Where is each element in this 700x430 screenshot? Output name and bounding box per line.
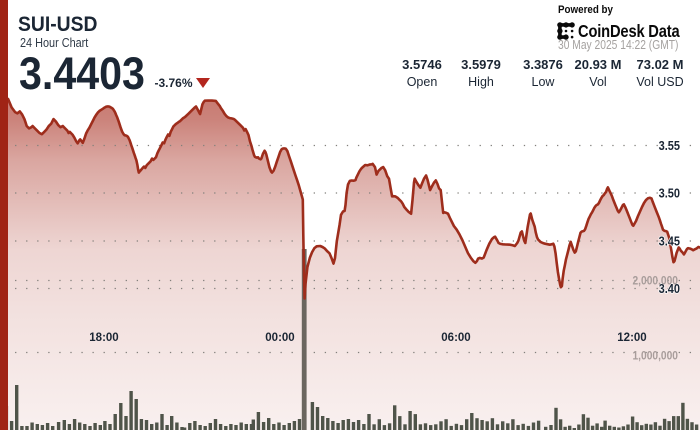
svg-text:1,000,000: 1,000,000 bbox=[633, 351, 679, 363]
svg-text:06:00: 06:00 bbox=[441, 332, 470, 344]
svg-text:3.40: 3.40 bbox=[659, 282, 680, 296]
svg-text:3.55: 3.55 bbox=[659, 139, 680, 153]
svg-text:18:00: 18:00 bbox=[89, 332, 118, 344]
svg-text:2,000,000: 2,000,000 bbox=[633, 276, 679, 288]
svg-text:3.45: 3.45 bbox=[659, 235, 680, 249]
svg-text:12:00: 12:00 bbox=[617, 332, 646, 344]
svg-text:00:00: 00:00 bbox=[265, 332, 294, 344]
svg-text:3.50: 3.50 bbox=[659, 187, 680, 201]
